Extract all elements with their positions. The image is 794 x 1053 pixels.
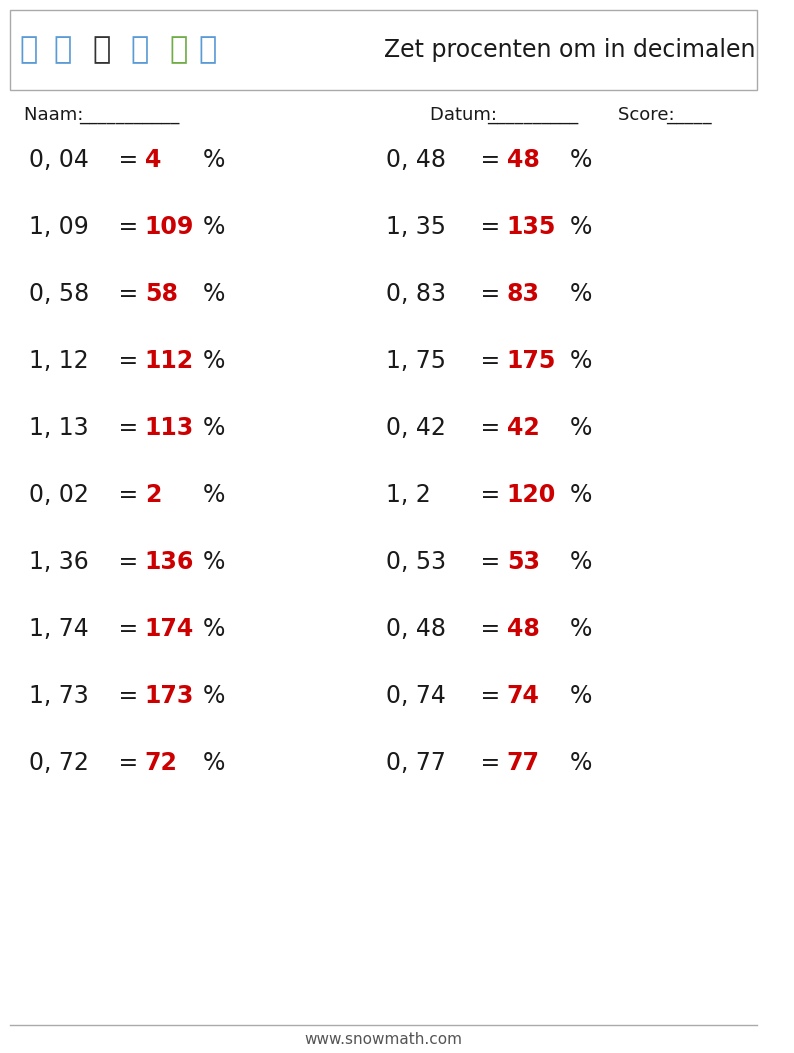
Text: Score:: Score: bbox=[618, 106, 680, 124]
Text: %: % bbox=[569, 483, 592, 506]
Text: 77: 77 bbox=[507, 751, 540, 775]
Text: 53: 53 bbox=[507, 550, 540, 574]
Text: =: = bbox=[473, 617, 507, 641]
Text: 1, 12: 1, 12 bbox=[29, 349, 89, 373]
Text: =: = bbox=[473, 416, 507, 440]
Text: %: % bbox=[202, 148, 225, 172]
Text: 0, 02: 0, 02 bbox=[29, 483, 89, 506]
Text: 136: 136 bbox=[145, 550, 195, 574]
Text: =: = bbox=[111, 617, 146, 641]
Text: 1, 35: 1, 35 bbox=[386, 215, 446, 239]
Text: 112: 112 bbox=[145, 349, 194, 373]
Text: %: % bbox=[202, 684, 225, 708]
Text: =: = bbox=[111, 684, 146, 708]
Text: 0, 77: 0, 77 bbox=[386, 751, 446, 775]
Text: =: = bbox=[111, 416, 146, 440]
Text: __________: __________ bbox=[488, 106, 579, 124]
Text: 0, 42: 0, 42 bbox=[386, 416, 446, 440]
Text: 🚦: 🚦 bbox=[92, 36, 110, 64]
Text: %: % bbox=[569, 550, 592, 574]
Text: 1, 09: 1, 09 bbox=[29, 215, 89, 239]
Text: %: % bbox=[569, 751, 592, 775]
Text: =: = bbox=[111, 483, 146, 506]
Text: 72: 72 bbox=[145, 751, 178, 775]
Text: 2: 2 bbox=[145, 483, 161, 506]
Text: %: % bbox=[569, 282, 592, 306]
Text: 42: 42 bbox=[507, 416, 539, 440]
Text: ___________: ___________ bbox=[79, 106, 179, 124]
Text: 0, 53: 0, 53 bbox=[386, 550, 446, 574]
Text: 48: 48 bbox=[507, 148, 540, 172]
Text: 0, 48: 0, 48 bbox=[386, 617, 446, 641]
Text: %: % bbox=[202, 416, 225, 440]
Text: 48: 48 bbox=[507, 617, 540, 641]
Text: =: = bbox=[473, 751, 507, 775]
Text: 🌲: 🌲 bbox=[169, 36, 187, 64]
Text: 1, 2: 1, 2 bbox=[386, 483, 431, 506]
Text: 1, 74: 1, 74 bbox=[29, 617, 89, 641]
Text: 1, 36: 1, 36 bbox=[29, 550, 89, 574]
Text: =: = bbox=[111, 751, 146, 775]
Text: =: = bbox=[473, 215, 507, 239]
Text: %: % bbox=[202, 751, 225, 775]
Text: %: % bbox=[569, 617, 592, 641]
Text: Datum:: Datum: bbox=[430, 106, 503, 124]
Text: =: = bbox=[111, 215, 146, 239]
Text: 174: 174 bbox=[145, 617, 194, 641]
Text: 4: 4 bbox=[145, 148, 161, 172]
Text: 0, 04: 0, 04 bbox=[29, 148, 89, 172]
Text: =: = bbox=[473, 483, 507, 506]
Text: Naam:: Naam: bbox=[24, 106, 89, 124]
Text: =: = bbox=[473, 282, 507, 306]
Text: =: = bbox=[111, 550, 146, 574]
Text: 113: 113 bbox=[145, 416, 194, 440]
Text: %: % bbox=[569, 215, 592, 239]
Text: =: = bbox=[473, 684, 507, 708]
Text: 173: 173 bbox=[145, 684, 195, 708]
Text: %: % bbox=[569, 684, 592, 708]
Text: %: % bbox=[569, 349, 592, 373]
Text: www.snowmath.com: www.snowmath.com bbox=[304, 1032, 462, 1047]
Text: %: % bbox=[202, 550, 225, 574]
Text: 1, 13: 1, 13 bbox=[29, 416, 89, 440]
Text: =: = bbox=[111, 148, 146, 172]
Text: =: = bbox=[111, 282, 146, 306]
Text: 83: 83 bbox=[507, 282, 540, 306]
Text: %: % bbox=[202, 617, 225, 641]
Text: =: = bbox=[473, 550, 507, 574]
Text: 0, 58: 0, 58 bbox=[29, 282, 89, 306]
Text: 120: 120 bbox=[507, 483, 556, 506]
Text: %: % bbox=[202, 483, 225, 506]
Text: =: = bbox=[473, 148, 507, 172]
Text: 0, 83: 0, 83 bbox=[386, 282, 446, 306]
Text: 58: 58 bbox=[145, 282, 178, 306]
Text: ⛪: ⛪ bbox=[54, 36, 72, 64]
Text: 0, 74: 0, 74 bbox=[386, 684, 446, 708]
Text: 1, 75: 1, 75 bbox=[386, 349, 446, 373]
Text: =: = bbox=[111, 349, 146, 373]
FancyBboxPatch shape bbox=[10, 9, 757, 90]
Text: 🏢: 🏢 bbox=[131, 36, 149, 64]
Text: 135: 135 bbox=[507, 215, 556, 239]
Text: =: = bbox=[473, 349, 507, 373]
Text: 🪑: 🪑 bbox=[198, 36, 217, 64]
Text: 74: 74 bbox=[507, 684, 540, 708]
Text: 0, 72: 0, 72 bbox=[29, 751, 89, 775]
Text: %: % bbox=[202, 282, 225, 306]
Text: 1, 73: 1, 73 bbox=[29, 684, 89, 708]
Text: %: % bbox=[202, 349, 225, 373]
Text: Zet procenten om in decimalen: Zet procenten om in decimalen bbox=[384, 38, 755, 62]
Text: 🏮: 🏮 bbox=[20, 36, 38, 64]
Text: %: % bbox=[202, 215, 225, 239]
Text: %: % bbox=[569, 416, 592, 440]
Text: 0, 48: 0, 48 bbox=[386, 148, 446, 172]
Text: _____: _____ bbox=[666, 106, 711, 124]
Text: 109: 109 bbox=[145, 215, 195, 239]
Text: 175: 175 bbox=[507, 349, 556, 373]
Text: %: % bbox=[569, 148, 592, 172]
